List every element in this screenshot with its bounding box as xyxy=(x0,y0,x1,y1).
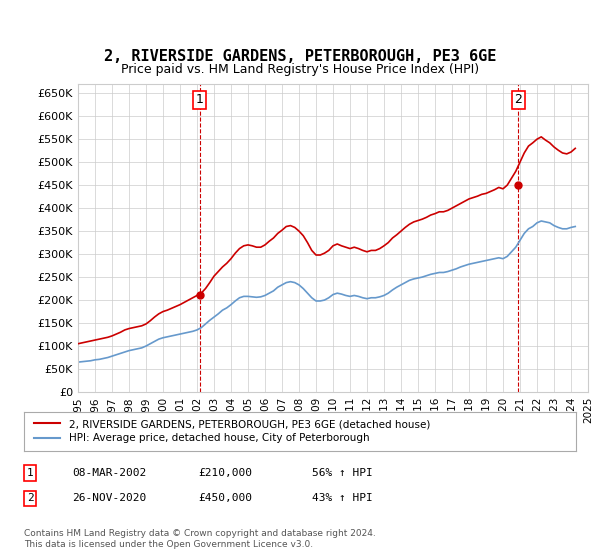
Text: 08-MAR-2002: 08-MAR-2002 xyxy=(72,468,146,478)
Text: 2, RIVERSIDE GARDENS, PETERBOROUGH, PE3 6GE: 2, RIVERSIDE GARDENS, PETERBOROUGH, PE3 … xyxy=(104,49,496,64)
Text: 2: 2 xyxy=(514,93,522,106)
Text: Contains HM Land Registry data © Crown copyright and database right 2024.
This d: Contains HM Land Registry data © Crown c… xyxy=(24,529,376,549)
Legend: 2, RIVERSIDE GARDENS, PETERBOROUGH, PE3 6GE (detached house), HPI: Average price: 2, RIVERSIDE GARDENS, PETERBOROUGH, PE3 … xyxy=(29,414,436,449)
Text: Price paid vs. HM Land Registry's House Price Index (HPI): Price paid vs. HM Land Registry's House … xyxy=(121,63,479,76)
Text: £210,000: £210,000 xyxy=(198,468,252,478)
Text: 26-NOV-2020: 26-NOV-2020 xyxy=(72,493,146,503)
Text: 1: 1 xyxy=(26,468,34,478)
Text: 43% ↑ HPI: 43% ↑ HPI xyxy=(312,493,373,503)
Text: 56% ↑ HPI: 56% ↑ HPI xyxy=(312,468,373,478)
Text: 1: 1 xyxy=(196,93,204,106)
Text: £450,000: £450,000 xyxy=(198,493,252,503)
Text: 2: 2 xyxy=(26,493,34,503)
